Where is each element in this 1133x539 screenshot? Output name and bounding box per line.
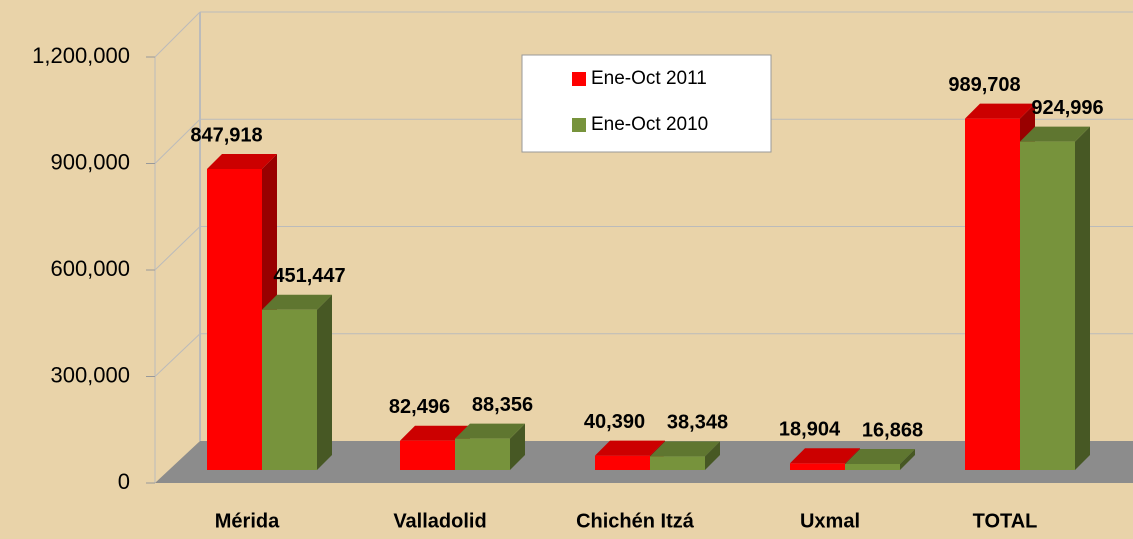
data-label: 924,996 [1031, 97, 1103, 119]
data-label: 18,904 [779, 419, 841, 441]
bar-face [510, 423, 525, 470]
bar-face [595, 455, 650, 470]
bar-face [207, 153, 277, 169]
bar-face [1020, 141, 1075, 471]
bar [650, 441, 720, 470]
bar-face [1075, 126, 1090, 471]
bar-face [455, 438, 510, 470]
bar [845, 449, 915, 470]
bar-face [400, 425, 470, 441]
bar [262, 294, 332, 470]
x-tick-label: Chichén Itzá [576, 510, 695, 532]
legend-swatch [572, 72, 586, 86]
bar-face [455, 423, 525, 439]
bar-face [650, 441, 720, 457]
bar-face [650, 456, 705, 470]
y-tick-label: 900,000 [50, 149, 130, 174]
bar-face [965, 118, 1020, 471]
x-tick-label: Valladolid [393, 510, 486, 532]
bar-face [595, 440, 665, 456]
data-label: 989,708 [948, 74, 1020, 96]
bar-face [790, 463, 845, 470]
bar-face [1020, 126, 1090, 142]
bar-face [965, 103, 1035, 119]
data-label: 451,447 [273, 265, 345, 287]
grid-line [154, 11, 201, 58]
grid-line [154, 333, 201, 377]
bar-face [845, 449, 915, 465]
bar-face [262, 309, 317, 470]
legend-box [521, 54, 772, 153]
data-label: 88,356 [472, 394, 533, 416]
bar-face [207, 168, 262, 470]
legend-swatch [572, 118, 586, 132]
legend-label: Ene-Oct 2011 [591, 68, 707, 89]
data-label: 16,868 [862, 419, 923, 441]
grid-line [154, 226, 201, 271]
grid-line [154, 118, 201, 164]
bar [455, 423, 525, 470]
y-tick-label: 300,000 [50, 362, 130, 387]
legend-label: Ene-Oct 2010 [591, 114, 708, 135]
y-tick-label: 0 [118, 469, 130, 494]
y-tick-label: 1,200,000 [32, 43, 130, 68]
x-tick-label: Mérida [215, 510, 280, 532]
bar-face [317, 294, 332, 470]
bar-face [400, 440, 455, 470]
data-label: 40,390 [584, 411, 645, 433]
data-label: 38,348 [667, 412, 728, 434]
bar-face [845, 464, 900, 470]
x-tick-label: Uxmal [800, 510, 860, 532]
y-tick-label: 600,000 [50, 256, 130, 281]
data-label: 847,918 [190, 124, 262, 146]
bar-face [262, 294, 332, 310]
bar [1020, 126, 1090, 471]
bar-face [705, 441, 720, 470]
bar-face [790, 448, 860, 464]
bar-face [900, 449, 915, 470]
data-label: 82,496 [389, 396, 450, 418]
x-tick-label: TOTAL [973, 510, 1038, 532]
